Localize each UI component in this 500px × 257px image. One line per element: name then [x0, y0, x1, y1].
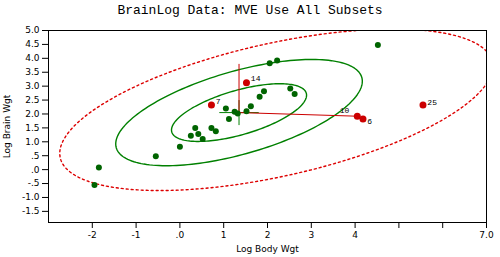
svg-text:4.5: 4.5	[25, 39, 39, 49]
svg-text:25: 25	[427, 98, 437, 107]
html-text:BrainLog Data: MVE Use All Sub: BrainLog Data: MVE Use All Subsets	[117, 3, 383, 18]
svg-text:3.5: 3.5	[25, 67, 39, 77]
svg-text:6: 6	[367, 117, 372, 126]
svg-text:2.5: 2.5	[25, 95, 39, 105]
svg-text:10: 10	[340, 106, 350, 115]
svg-text:-1.5: -1.5	[22, 206, 40, 216]
svg-text:3: 3	[308, 230, 314, 240]
svg-text:-2: -2	[88, 230, 97, 240]
svg-text:-1.0: -1.0	[22, 192, 40, 202]
svg-text:2: 2	[265, 230, 271, 240]
svg-text:2.0: 2.0	[25, 109, 40, 119]
svg-text:-1: -1	[132, 230, 141, 240]
svg-text:7.0: 7.0	[479, 230, 494, 240]
svg-text:Log Brain Wgt: Log Brain Wgt	[2, 94, 12, 158]
svg-text:1: 1	[221, 230, 227, 240]
svg-text:1.0: 1.0	[25, 137, 40, 147]
svg-text:Log Body Wgt: Log Body Wgt	[236, 244, 299, 254]
svg-text:7: 7	[216, 97, 221, 106]
svg-text:14: 14	[251, 74, 261, 83]
svg-text:.0: .0	[31, 165, 40, 175]
svg-text:.0: .0	[176, 230, 185, 240]
svg-text:3.0: 3.0	[25, 81, 40, 91]
svg-text:-.5: -.5	[28, 178, 40, 188]
svg-text:1.5: 1.5	[25, 123, 39, 133]
svg-text:4.0: 4.0	[25, 53, 40, 63]
svg-text:4: 4	[352, 230, 358, 240]
svg-text:.5: .5	[31, 151, 40, 161]
svg-text:5.0: 5.0	[25, 25, 40, 35]
